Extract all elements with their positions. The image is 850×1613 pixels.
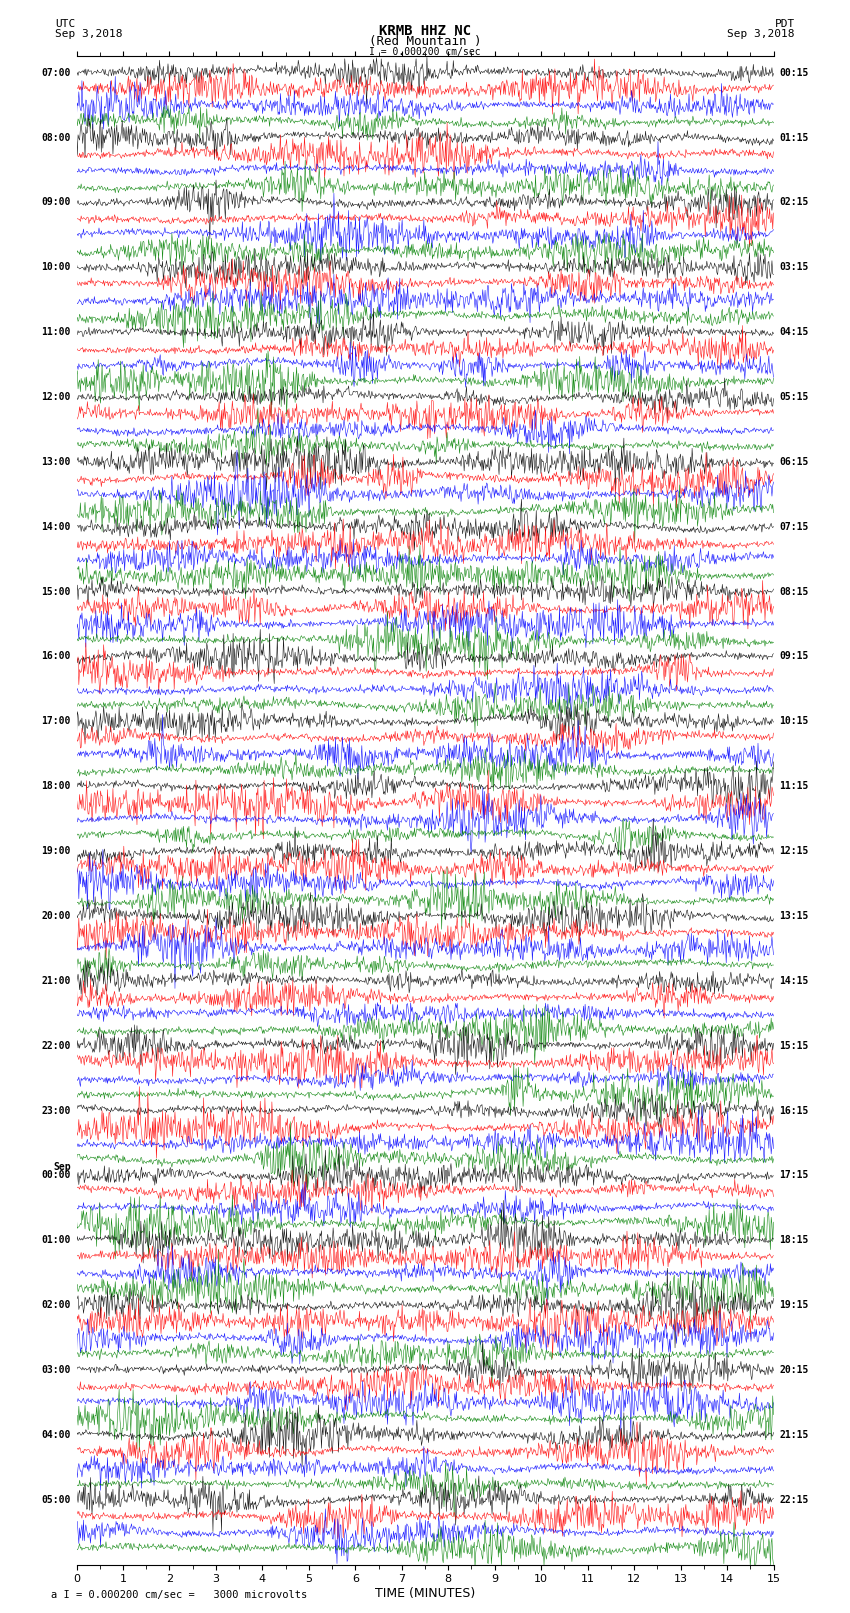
Text: 00:00: 00:00 <box>42 1171 71 1181</box>
Text: Sep 3,2018: Sep 3,2018 <box>728 29 795 39</box>
Text: 21:00: 21:00 <box>42 976 71 986</box>
Text: 18:15: 18:15 <box>779 1236 808 1245</box>
Text: 14:15: 14:15 <box>779 976 808 986</box>
Text: 07:00: 07:00 <box>42 68 71 77</box>
Text: 22:15: 22:15 <box>779 1495 808 1505</box>
Text: Sep: Sep <box>54 1163 71 1173</box>
Text: 02:15: 02:15 <box>779 197 808 208</box>
Text: 19:15: 19:15 <box>779 1300 808 1310</box>
Text: PDT: PDT <box>774 19 795 29</box>
Text: 05:15: 05:15 <box>779 392 808 402</box>
Text: 13:15: 13:15 <box>779 911 808 921</box>
Text: 10:15: 10:15 <box>779 716 808 726</box>
Text: 08:00: 08:00 <box>42 132 71 142</box>
Text: 16:15: 16:15 <box>779 1105 808 1116</box>
Text: 17:00: 17:00 <box>42 716 71 726</box>
Text: UTC: UTC <box>55 19 76 29</box>
Text: 11:15: 11:15 <box>779 781 808 792</box>
Text: 22:00: 22:00 <box>42 1040 71 1050</box>
Text: 06:15: 06:15 <box>779 456 808 466</box>
Text: 17:15: 17:15 <box>779 1171 808 1181</box>
Text: 03:00: 03:00 <box>42 1365 71 1374</box>
Text: 15:00: 15:00 <box>42 587 71 597</box>
Text: 20:00: 20:00 <box>42 911 71 921</box>
Text: 21:15: 21:15 <box>779 1429 808 1440</box>
Text: 12:00: 12:00 <box>42 392 71 402</box>
Text: 05:00: 05:00 <box>42 1495 71 1505</box>
Text: 09:00: 09:00 <box>42 197 71 208</box>
Text: 14:00: 14:00 <box>42 521 71 532</box>
Text: 04:15: 04:15 <box>779 327 808 337</box>
Text: 03:15: 03:15 <box>779 263 808 273</box>
Text: 19:00: 19:00 <box>42 847 71 857</box>
Text: 11:00: 11:00 <box>42 327 71 337</box>
Text: I = 0.000200 cm/sec: I = 0.000200 cm/sec <box>369 47 481 56</box>
Text: 16:00: 16:00 <box>42 652 71 661</box>
Text: 04:00: 04:00 <box>42 1429 71 1440</box>
Text: KRMB HHZ NC: KRMB HHZ NC <box>379 24 471 39</box>
Text: 01:00: 01:00 <box>42 1236 71 1245</box>
Text: 09:15: 09:15 <box>779 652 808 661</box>
Text: 23:00: 23:00 <box>42 1105 71 1116</box>
Text: 02:00: 02:00 <box>42 1300 71 1310</box>
Text: 10:00: 10:00 <box>42 263 71 273</box>
Text: 00:15: 00:15 <box>779 68 808 77</box>
X-axis label: TIME (MINUTES): TIME (MINUTES) <box>375 1587 475 1600</box>
Text: 12:15: 12:15 <box>779 847 808 857</box>
Text: Sep 3,2018: Sep 3,2018 <box>55 29 122 39</box>
Text: 07:15: 07:15 <box>779 521 808 532</box>
Text: 15:15: 15:15 <box>779 1040 808 1050</box>
Text: 08:15: 08:15 <box>779 587 808 597</box>
Text: a I = 0.000200 cm/sec =   3000 microvolts: a I = 0.000200 cm/sec = 3000 microvolts <box>51 1590 307 1600</box>
Text: 20:15: 20:15 <box>779 1365 808 1374</box>
Text: 18:00: 18:00 <box>42 781 71 792</box>
Text: (Red Mountain ): (Red Mountain ) <box>369 35 481 48</box>
Text: 01:15: 01:15 <box>779 132 808 142</box>
Text: 13:00: 13:00 <box>42 456 71 466</box>
